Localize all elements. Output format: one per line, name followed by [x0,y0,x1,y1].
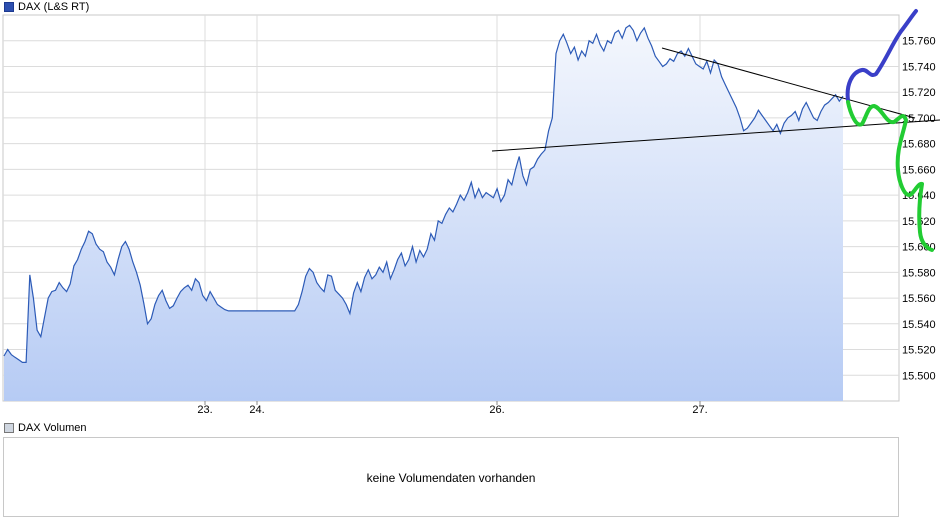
legend-volume-label: DAX Volumen [18,422,87,434]
no-volume-message: keine Volumendaten vorhanden [366,471,536,485]
y-tick-label: 15.560 [902,293,936,305]
legend-main-label: DAX (L&S RT) [18,1,90,13]
support-trendline [491,119,940,152]
price-line [3,24,844,363]
hand-drawn-blue-arrow [845,9,918,102]
x-tick-label: 23. [197,404,212,416]
y-tick-label: 15.540 [902,319,936,331]
price-area-fill [4,25,843,402]
y-tick-label: 15.760 [902,36,936,48]
hand-drawn-green-path [846,100,934,252]
x-tick-label: 24. [249,404,264,416]
price-area [3,24,844,402]
y-tick-label: 15.520 [902,345,936,357]
y-tick-label: 15.720 [902,87,936,99]
y-tick-label: 15.740 [902,61,936,73]
legend-main-swatch [4,2,14,12]
y-tick-label: 15.680 [902,139,936,151]
x-tick-label: 27. [692,404,707,416]
price-chart: 15.500 15.520 15.540 15.560 15.580 15.600 15.6… [2,9,940,416]
annotations [491,9,940,252]
y-tick-label: 15.600 [902,242,936,254]
x-tick-label: 26. [489,404,504,416]
legend-volume: DAX Volumen [4,422,86,434]
y-tick-label: 15.500 [902,370,936,382]
y-tick-label: 15.660 [902,164,936,176]
legend-volume-swatch [4,423,14,433]
x-axis: 23. 24. 26. 27. [197,401,708,416]
y-tick-label: 15.580 [902,267,936,279]
legend-main: DAX (L&S RT) [4,1,89,13]
volume-panel: keine Volumendaten vorhanden [3,437,899,517]
